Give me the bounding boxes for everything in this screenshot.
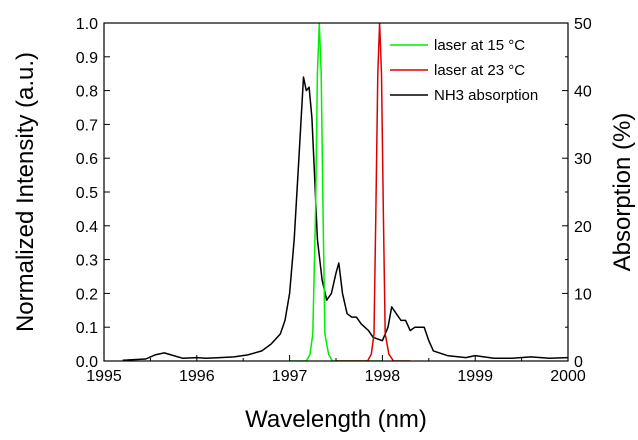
y-tick-label-right: 0 bbox=[574, 354, 583, 371]
y-tick-label-left: 0.1 bbox=[76, 320, 98, 337]
y-tick-label-left: 0.2 bbox=[76, 286, 98, 303]
y-tick-label-left: 0.6 bbox=[76, 151, 98, 168]
plot-series bbox=[122, 23, 568, 361]
series-line-1 bbox=[336, 23, 411, 361]
y-tick-label-right: 20 bbox=[574, 219, 592, 236]
y-tick-label-left: 0.7 bbox=[76, 117, 98, 134]
legend: laser at 15 °C laser at 23 °C NH3 absorpti… bbox=[390, 37, 538, 104]
y-tick-label-left: 0.9 bbox=[76, 50, 98, 67]
y-tick-label-left: 0.0 bbox=[76, 354, 98, 371]
series-line-0 bbox=[289, 23, 383, 361]
series-line-2 bbox=[122, 76, 568, 361]
y-tick-label-right: 30 bbox=[574, 151, 592, 168]
y-tick-label-left: 0.8 bbox=[76, 84, 98, 101]
y-tick-label-right: 40 bbox=[574, 84, 592, 101]
y-tick-label-right: 50 bbox=[574, 16, 592, 33]
y-tick-label-left: 1.0 bbox=[76, 16, 98, 33]
legend-label: laser at 23 °C bbox=[434, 62, 525, 79]
y-tick-label-left: 0.4 bbox=[76, 219, 98, 236]
x-tick-label: 1999 bbox=[457, 368, 493, 385]
y-tick-label-left: 0.3 bbox=[76, 253, 98, 270]
x-tick-label: 1998 bbox=[365, 368, 401, 385]
y-tick-label-left: 0.5 bbox=[76, 185, 98, 202]
legend-label: laser at 15 °C bbox=[434, 37, 525, 54]
legend-label: NH3 absorption bbox=[434, 87, 538, 104]
y-axis-title-right: Absorption (%) bbox=[609, 113, 636, 272]
x-tick-label: 2000 bbox=[550, 368, 586, 385]
x-tick-label: 1996 bbox=[179, 368, 215, 385]
ticks-layer: 1995 1996 1997 1998 1999 2000 0.0 0.1 0.2 0.3 0.4 0… bbox=[76, 16, 592, 385]
y-axis-title-left: Normalized Intensity (a.u.) bbox=[12, 52, 39, 332]
x-tick-label: 1995 bbox=[86, 368, 122, 385]
x-tick-label: 1997 bbox=[272, 368, 308, 385]
x-axis-title: Wavelength (nm) bbox=[245, 406, 427, 433]
y-tick-label-right: 10 bbox=[574, 286, 592, 303]
